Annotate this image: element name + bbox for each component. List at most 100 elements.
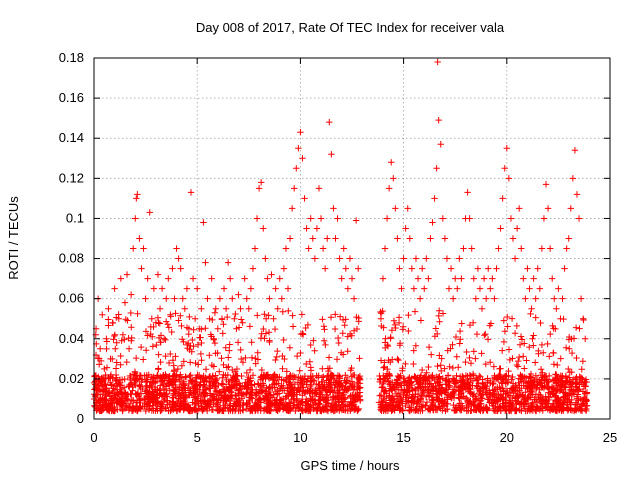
data-point — [545, 389, 552, 396]
data-point — [573, 393, 581, 400]
data-point — [347, 380, 354, 387]
data-point — [274, 347, 281, 355]
data-point — [100, 381, 108, 389]
data-point — [102, 390, 110, 398]
data-point — [222, 405, 229, 412]
data-point — [112, 345, 119, 353]
data-point — [578, 401, 585, 408]
data-point — [342, 316, 349, 323]
data-point — [308, 377, 315, 384]
data-point — [172, 377, 179, 384]
data-point — [109, 319, 117, 327]
data-point — [327, 387, 334, 395]
data-point — [192, 395, 199, 403]
data-point — [191, 315, 199, 322]
data-point — [103, 338, 111, 345]
data-point — [225, 363, 232, 370]
data-point — [331, 395, 339, 403]
data-point — [522, 400, 530, 407]
data-point — [532, 396, 540, 403]
data-point — [262, 330, 270, 337]
data-point — [385, 185, 393, 192]
data-point — [407, 379, 415, 387]
data-point — [429, 374, 437, 382]
data-point — [349, 371, 357, 379]
data-point — [142, 295, 149, 302]
data-point — [487, 320, 495, 327]
data-point — [208, 275, 215, 282]
data-point — [517, 333, 525, 340]
data-point — [202, 366, 210, 373]
data-point — [539, 398, 547, 405]
data-point — [303, 388, 311, 396]
data-point — [255, 185, 263, 192]
data-point — [423, 255, 430, 262]
data-point — [387, 334, 394, 341]
data-point — [91, 386, 98, 393]
data-point — [232, 403, 239, 410]
data-point — [444, 372, 452, 379]
data-point — [542, 396, 549, 404]
data-point — [568, 386, 575, 393]
data-point — [110, 336, 117, 343]
data-point — [311, 255, 319, 262]
data-point — [395, 319, 403, 327]
data-point — [133, 195, 140, 202]
data-point — [128, 323, 135, 331]
data-point — [449, 341, 456, 348]
data-point — [412, 374, 419, 381]
data-point — [280, 336, 287, 344]
data-point — [443, 386, 450, 393]
data-point — [153, 341, 160, 349]
data-point — [394, 235, 401, 242]
data-point — [133, 372, 141, 379]
data-point — [343, 376, 351, 384]
data-point — [324, 235, 331, 242]
data-point — [380, 395, 387, 402]
data-point — [454, 285, 461, 292]
data-point — [333, 356, 341, 363]
data-point — [435, 307, 443, 314]
data-point — [320, 373, 327, 381]
data-point — [527, 310, 534, 318]
data-point — [213, 375, 221, 383]
data-point — [254, 407, 262, 414]
data-point — [376, 375, 384, 383]
data-point — [234, 397, 242, 405]
data-point — [517, 371, 524, 379]
data-point — [346, 255, 354, 262]
data-point — [378, 322, 385, 330]
data-point — [480, 275, 488, 282]
data-point — [398, 285, 405, 292]
data-point — [104, 405, 111, 412]
data-point — [437, 141, 444, 148]
data-point — [145, 371, 152, 378]
data-point — [433, 373, 440, 381]
data-point — [155, 365, 162, 373]
data-point — [180, 358, 187, 365]
data-point — [235, 324, 243, 331]
data-point — [176, 392, 184, 399]
data-point — [198, 405, 205, 412]
data-point — [239, 319, 246, 326]
data-point — [265, 329, 273, 336]
data-point — [267, 399, 274, 407]
data-point — [434, 395, 442, 403]
data-point — [460, 393, 467, 400]
data-point — [317, 215, 325, 222]
data-point — [442, 389, 449, 396]
data-point — [415, 380, 423, 388]
data-point — [218, 380, 225, 387]
data-point — [187, 359, 194, 366]
data-point — [200, 219, 207, 226]
data-point — [455, 402, 462, 409]
data-point — [319, 316, 326, 323]
data-point — [395, 314, 403, 321]
data-point — [467, 360, 475, 367]
data-point — [111, 332, 118, 340]
data-point — [384, 341, 391, 349]
data-point — [299, 376, 306, 383]
data-point — [132, 215, 139, 222]
data-point — [298, 311, 306, 318]
